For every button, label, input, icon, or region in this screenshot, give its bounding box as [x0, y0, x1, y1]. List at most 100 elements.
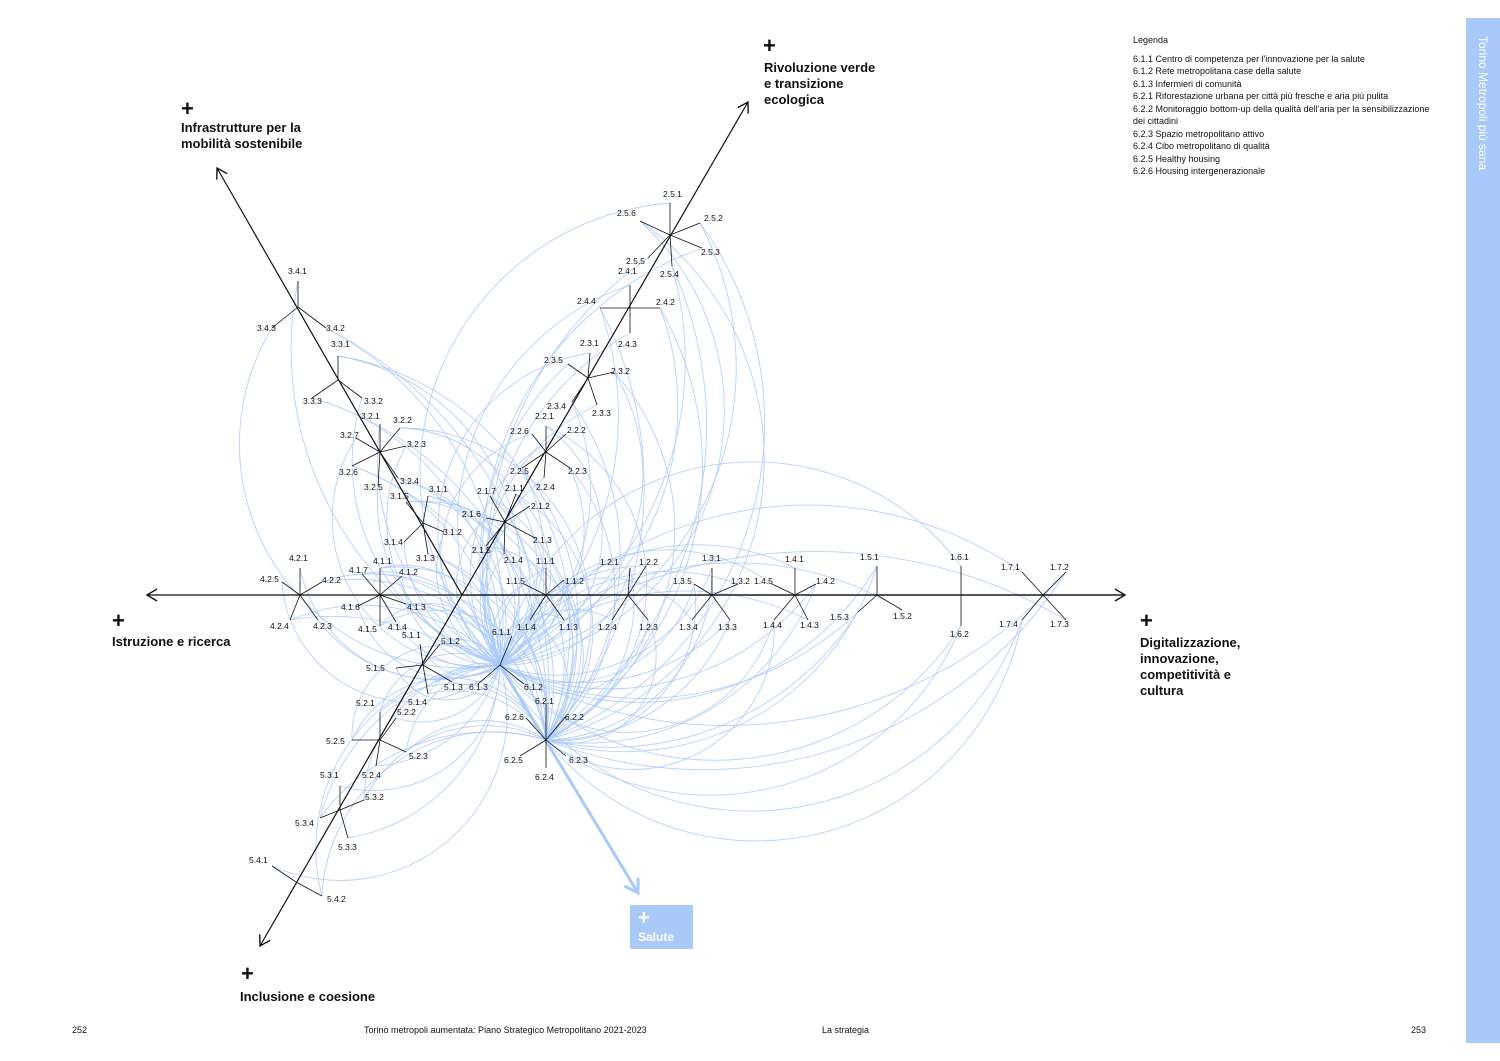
- node-label: 1.4.2: [816, 576, 835, 586]
- istruzione-plus: +: [112, 608, 125, 633]
- node-spoke: [669, 234, 673, 267]
- connection-arc: [351, 465, 547, 741]
- legend-item: 6.2.6 Housing intergenerazionale: [1133, 166, 1266, 176]
- connection-arc: [319, 731, 547, 819]
- connection-arc: [545, 619, 775, 770]
- connection-arc: [357, 605, 501, 679]
- node-label: 1.7.3: [1050, 619, 1069, 629]
- connection-arc: [485, 332, 631, 666]
- node-5-3: 5.3.1 5.3.2 5.3.3 5.3.4: [295, 770, 384, 852]
- connection-arc: [534, 537, 578, 741]
- connection-arc: [395, 664, 501, 723]
- node-label: 4.2.1: [289, 553, 308, 563]
- node-label: 4.1.1: [373, 556, 392, 566]
- node-spoke: [405, 501, 424, 524]
- node-label: 5.3.3: [338, 842, 357, 852]
- node-spoke: [319, 809, 341, 819]
- node-label: 2.2.1: [535, 411, 554, 421]
- node-spoke: [422, 522, 429, 555]
- connection-arc: [395, 664, 501, 701]
- connection-arc: [499, 371, 644, 666]
- salute-box: + Salute: [630, 905, 693, 949]
- connection-arc: [321, 578, 547, 741]
- node-spoke: [339, 809, 349, 839]
- node-spoke: [669, 234, 703, 249]
- node-5-4: 5.4.1 5.4.2: [249, 855, 346, 904]
- node-label: 6.1.3: [469, 682, 488, 692]
- connection-arc: [484, 477, 545, 666]
- node-label: 4.2.5: [260, 574, 279, 584]
- node-spoke: [1021, 594, 1044, 621]
- axis-title-istruzione: Istruzione e ricerca: [112, 634, 231, 649]
- node-label: 5.1.5: [366, 663, 385, 673]
- node-label: 3.1.2: [443, 527, 462, 537]
- node-3-2: 3.2.1 3.2.2 3.2.3 3.2.4 3.2.5 3.2.6 3.2.7: [339, 411, 426, 492]
- node-label: 3.1.3: [416, 553, 435, 563]
- connection-arc: [545, 467, 616, 741]
- connection-arc: [379, 566, 549, 741]
- legend-item: 6.2.1 Riforestazione urbana per città pi…: [1133, 91, 1389, 101]
- node-2-4: 2.4.1 2.4.2 2.4.3 2.4.4: [577, 266, 675, 349]
- node-label: 2.3.2: [611, 366, 630, 376]
- node-spoke: [271, 306, 299, 329]
- node-label: 1.3.4: [679, 622, 698, 632]
- node-3-1: 3.1.1 3.1.2 3.1.3 3.1.4 3.1.5: [384, 484, 462, 563]
- node-label: 2.5.3: [701, 247, 720, 257]
- node-spoke: [377, 451, 381, 487]
- connection-arc: [492, 583, 525, 666]
- connection-arc: [529, 619, 569, 741]
- node-spoke: [339, 799, 365, 811]
- connection-arc: [545, 565, 878, 753]
- salute-title: Salute: [638, 930, 675, 944]
- connection-arc: [281, 581, 501, 703]
- node-label: 2.5.1: [663, 189, 682, 199]
- connection-arc: [439, 643, 547, 741]
- node-label: 2.2.3: [568, 466, 587, 476]
- node-spoke: [669, 222, 701, 236]
- node-label: 2.1.5: [472, 545, 491, 555]
- node-label: 2.4.4: [577, 296, 596, 306]
- node-6-2: 6.2.1 6.2.2 6.2.3 6.2.4 6.2.5 6.2.6: [504, 696, 588, 782]
- node-spoke: [379, 575, 403, 596]
- node-spoke: [379, 594, 407, 605]
- node-label: 1.1.1: [536, 556, 555, 566]
- node-spoke: [489, 495, 506, 523]
- node-spoke: [571, 377, 589, 403]
- node-spoke: [711, 583, 739, 596]
- connection-arc: [545, 567, 635, 741]
- node-spoke: [876, 594, 903, 611]
- node-label: 1.4.4: [763, 620, 782, 630]
- node-label: 1.5.2: [893, 611, 912, 621]
- node-spoke: [281, 581, 301, 596]
- node-label: 2.5.5: [626, 256, 645, 266]
- node-label: 5.3.2: [365, 792, 384, 802]
- connection-arc: [499, 222, 737, 666]
- node-spoke: [521, 451, 547, 469]
- connection-arc: [545, 567, 713, 741]
- connection-arc: [271, 664, 508, 881]
- connection-arc: [545, 611, 859, 748]
- node-label: 6.1.1: [492, 627, 511, 637]
- node-label: 2.1.4: [504, 555, 523, 565]
- node-label: 2.2.6: [510, 426, 529, 436]
- node-spoke: [523, 583, 547, 596]
- connection-arc: [545, 625, 962, 796]
- node-spoke: [693, 583, 713, 596]
- node-label: 1.1.2: [565, 576, 584, 586]
- node-5-1: 5.1.1 5.1.2 5.1.3 5.1.4 5.1.5: [366, 630, 463, 707]
- connection-arc: [319, 664, 501, 819]
- connection-arc: [499, 579, 565, 666]
- node-spoke: [499, 635, 513, 666]
- axis-inclusione: [259, 594, 463, 948]
- node-spoke: [627, 594, 649, 621]
- connection-arc: [497, 567, 547, 666]
- node-spoke: [422, 664, 429, 695]
- node-label: 5.3.4: [295, 818, 314, 828]
- connection-arc: [317, 619, 501, 680]
- node-label: 2.1.6: [462, 509, 481, 519]
- connection-arc: [545, 222, 766, 741]
- node-spoke: [545, 715, 567, 741]
- node-label: 4.1.7: [349, 565, 368, 575]
- node-label: 1.3.5: [673, 576, 692, 586]
